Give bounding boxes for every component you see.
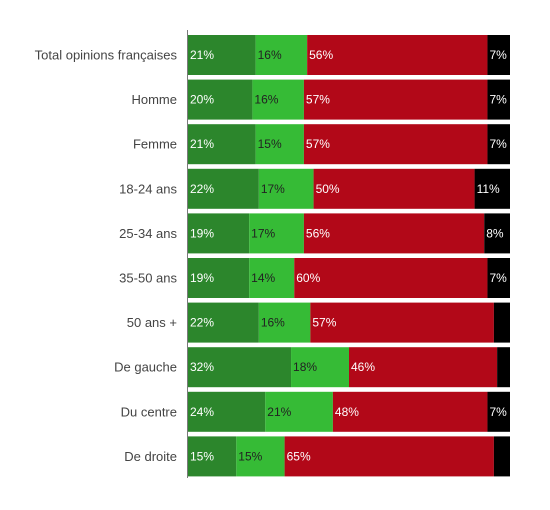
bar-segment xyxy=(291,347,349,388)
category-label: Du centre xyxy=(121,404,177,419)
category-label: 25-34 ans xyxy=(119,226,177,241)
data-label: 32% xyxy=(190,360,214,374)
bar-segment xyxy=(188,124,256,165)
data-label: 17% xyxy=(261,182,285,196)
bar-segment xyxy=(188,391,266,432)
bar-segment xyxy=(332,391,488,432)
bar-segment xyxy=(487,35,510,75)
data-label: 16% xyxy=(258,48,282,62)
bar-segment xyxy=(349,347,498,388)
data-label: 7% xyxy=(489,137,507,151)
bar-segment xyxy=(249,258,295,298)
category-label: 35-50 ans xyxy=(119,271,177,286)
bar-segment xyxy=(258,302,311,343)
bar-segment xyxy=(252,79,304,120)
data-label: 15% xyxy=(258,137,282,151)
bar-segment xyxy=(188,213,250,254)
bar-segment xyxy=(313,168,475,209)
bar-segment xyxy=(255,124,304,165)
category-label: 50 ans + xyxy=(127,315,177,330)
bar-segment xyxy=(294,258,488,298)
plot-area: Total opinions françaises 21% 16% 56% 7% Homm… xyxy=(35,35,510,477)
bar-segment xyxy=(188,302,259,343)
bar-segment xyxy=(258,168,314,209)
category-label: Femme xyxy=(133,137,177,152)
data-label: 57% xyxy=(306,137,330,151)
data-label: 21% xyxy=(190,137,214,151)
data-label: 15% xyxy=(238,449,262,463)
bar-segment xyxy=(188,168,259,209)
data-label: 22% xyxy=(190,316,214,330)
data-label: 65% xyxy=(287,449,311,463)
bar-segment xyxy=(236,436,285,477)
data-label: 19% xyxy=(190,226,214,240)
data-label: 7% xyxy=(489,405,507,419)
bar-segment xyxy=(493,302,510,343)
bar-segment xyxy=(188,35,256,75)
bar-segment xyxy=(493,436,510,477)
data-label: 8% xyxy=(486,226,504,240)
bar-segment xyxy=(307,35,488,75)
bar-segment xyxy=(303,79,488,120)
data-label: 18% xyxy=(293,360,317,374)
bar-segment xyxy=(188,79,253,120)
bar-segment xyxy=(497,347,510,388)
data-label: 11% xyxy=(477,182,500,196)
bar-segment xyxy=(310,302,494,343)
category-label: 18-24 ans xyxy=(119,181,177,196)
bar-segment xyxy=(303,213,485,254)
bar-segment xyxy=(487,258,510,298)
bar-segment xyxy=(265,391,333,432)
data-label: 19% xyxy=(190,271,214,285)
bar-segment xyxy=(487,124,510,165)
data-label: 46% xyxy=(351,360,375,374)
bar-segment xyxy=(188,436,237,477)
bar-segment xyxy=(255,35,308,75)
category-label: Total opinions françaises xyxy=(35,48,178,63)
data-label: 16% xyxy=(261,316,285,330)
bar-segment xyxy=(487,391,510,432)
data-label: 56% xyxy=(309,48,333,62)
data-label: 57% xyxy=(312,316,336,330)
data-label: 15% xyxy=(190,449,214,463)
bar-segment xyxy=(249,213,304,254)
bar-segment xyxy=(303,124,488,165)
bar-segment xyxy=(188,258,250,298)
data-label: 14% xyxy=(251,271,275,285)
category-label: Homme xyxy=(131,92,177,107)
bar-segment xyxy=(487,79,510,120)
data-label: 22% xyxy=(190,182,214,196)
bar-segment xyxy=(188,347,292,388)
data-label: 20% xyxy=(190,93,214,107)
data-label: 24% xyxy=(190,405,214,419)
data-label: 56% xyxy=(306,226,330,240)
data-label: 7% xyxy=(489,48,507,62)
data-label: 57% xyxy=(306,93,330,107)
data-label: 60% xyxy=(296,271,320,285)
data-label: 17% xyxy=(251,226,275,240)
data-label: 50% xyxy=(316,182,340,196)
category-label: De droite xyxy=(124,449,177,464)
bar-segment xyxy=(484,213,510,254)
data-label: 21% xyxy=(190,48,214,62)
bar-segment xyxy=(284,436,494,477)
category-label: De gauche xyxy=(114,360,177,375)
bar-segment xyxy=(474,168,510,209)
data-label: 21% xyxy=(267,405,291,419)
data-label: 7% xyxy=(489,271,507,285)
data-label: 7% xyxy=(489,93,507,107)
data-label: 16% xyxy=(254,93,278,107)
data-label: 48% xyxy=(335,405,359,419)
